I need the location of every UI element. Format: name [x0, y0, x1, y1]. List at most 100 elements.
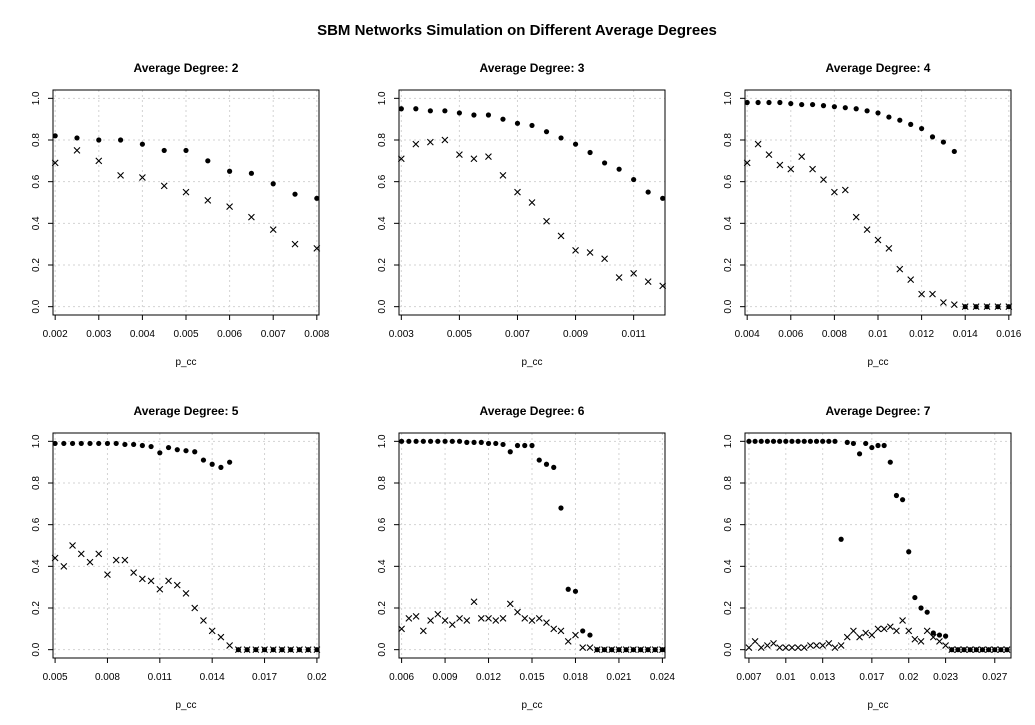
data-point-cross [896, 265, 904, 273]
y-tick-label: 0.0 [31, 299, 42, 313]
data-point-dot [292, 191, 298, 197]
data-point-dot [850, 440, 857, 447]
data-point-cross [528, 617, 536, 624]
data-point-dot [587, 149, 593, 156]
data-point-dot [795, 438, 801, 444]
y-tick-label: 0.4 [723, 559, 734, 573]
data-point-cross [182, 590, 190, 597]
data-point-cross [138, 575, 146, 583]
data-point-dot [485, 440, 492, 447]
data-point-dot [543, 129, 550, 135]
data-point-dot [314, 195, 320, 201]
data-point-dot [493, 440, 499, 447]
y-tick-label: 0.8 [377, 133, 388, 147]
data-point-cross [572, 247, 579, 254]
data-point-dot [838, 536, 844, 542]
x-tick-label: 0.015 [519, 672, 544, 683]
data-point-dot [899, 497, 906, 503]
x-tick-label: 0.007 [505, 329, 530, 340]
data-point-cross [130, 569, 138, 576]
x-tick-label: 0.007 [261, 329, 286, 340]
y-tick-label: 1.0 [723, 434, 734, 448]
data-point-cross [917, 637, 925, 645]
x-tick-label: 0.008 [95, 672, 120, 683]
data-point-dot [131, 441, 137, 448]
y-tick-label: 0.8 [377, 476, 388, 490]
data-point-cross [893, 627, 900, 635]
data-point-cross [463, 617, 471, 624]
data-point-cross [448, 621, 456, 629]
data-point-dot [881, 442, 887, 449]
data-point-dot [777, 438, 783, 444]
data-point-cross [579, 644, 587, 651]
data-point-dot [536, 457, 542, 463]
data-point-cross [757, 644, 765, 651]
data-point-dot [507, 449, 513, 455]
data-point-dot [192, 449, 198, 455]
data-point-cross [514, 188, 521, 196]
data-point-cross [754, 140, 762, 148]
data-point-cross [905, 627, 913, 635]
data-point-dot [413, 106, 419, 112]
x-tick-label: 0.014 [200, 672, 225, 683]
data-point-cross [593, 646, 601, 654]
data-point-cross [95, 550, 103, 558]
data-point-cross [485, 615, 492, 622]
data-point-dot [522, 442, 528, 449]
y-tick-label: 0.2 [723, 601, 734, 615]
data-point-cross [313, 646, 321, 654]
data-point-dot [514, 120, 521, 126]
x-tick-label: 0.005 [173, 329, 198, 340]
x-tick-label: 0.016 [996, 329, 1021, 340]
data-point-dot [183, 448, 189, 454]
data-point-dot [826, 438, 832, 444]
data-point-cross [820, 176, 827, 183]
data-point-dot [572, 588, 579, 594]
data-point-cross [809, 165, 816, 173]
data-point-dot [788, 100, 794, 107]
data-point-cross [800, 644, 808, 651]
data-point-cross [948, 646, 956, 654]
data-point-dot [906, 549, 912, 555]
data-point-cross [456, 151, 463, 158]
data-point-cross [499, 615, 507, 622]
y-tick-label: 0.6 [31, 174, 42, 188]
y-tick-label: 1.0 [377, 434, 388, 448]
data-point-cross [441, 136, 449, 144]
data-point-cross [886, 623, 894, 631]
data-point-dot [183, 147, 189, 154]
data-point-dot [161, 147, 167, 154]
data-point-cross [278, 646, 286, 654]
panel-title: Average Degree: 6 [480, 404, 585, 418]
data-point-dot [514, 442, 521, 449]
data-point-cross [763, 642, 771, 649]
data-point-dot [844, 439, 850, 445]
x-tick-label: 0.004 [130, 329, 155, 340]
data-point-cross [787, 165, 795, 173]
data-point-dot [52, 133, 58, 139]
data-point-dot [820, 103, 827, 109]
data-point-dot [869, 444, 875, 451]
data-point-cross [304, 646, 312, 654]
data-point-cross [139, 174, 146, 181]
data-point-dot [157, 450, 163, 456]
data-point-cross [506, 600, 514, 608]
data-point-dot [500, 441, 506, 448]
data-point-dot [104, 440, 111, 447]
panel-title: Average Degree: 4 [826, 61, 931, 75]
data-point-cross [226, 642, 234, 649]
y-tick-label: 0.0 [723, 299, 734, 313]
data-point-cross [441, 617, 449, 624]
data-point-dot [442, 438, 448, 444]
x-tick-label: 0.011 [621, 329, 646, 340]
data-point-dot [529, 442, 535, 449]
x-tick-label: 0.011 [148, 672, 173, 683]
data-point-cross [885, 244, 893, 252]
y-tick-label: 0.4 [377, 216, 388, 230]
data-point-dot [427, 438, 434, 444]
data-point-dot [529, 122, 535, 129]
data-point-cross [862, 629, 870, 637]
data-point-dot [478, 439, 484, 445]
data-point-dot [853, 106, 859, 112]
data-point-cross [863, 226, 871, 233]
